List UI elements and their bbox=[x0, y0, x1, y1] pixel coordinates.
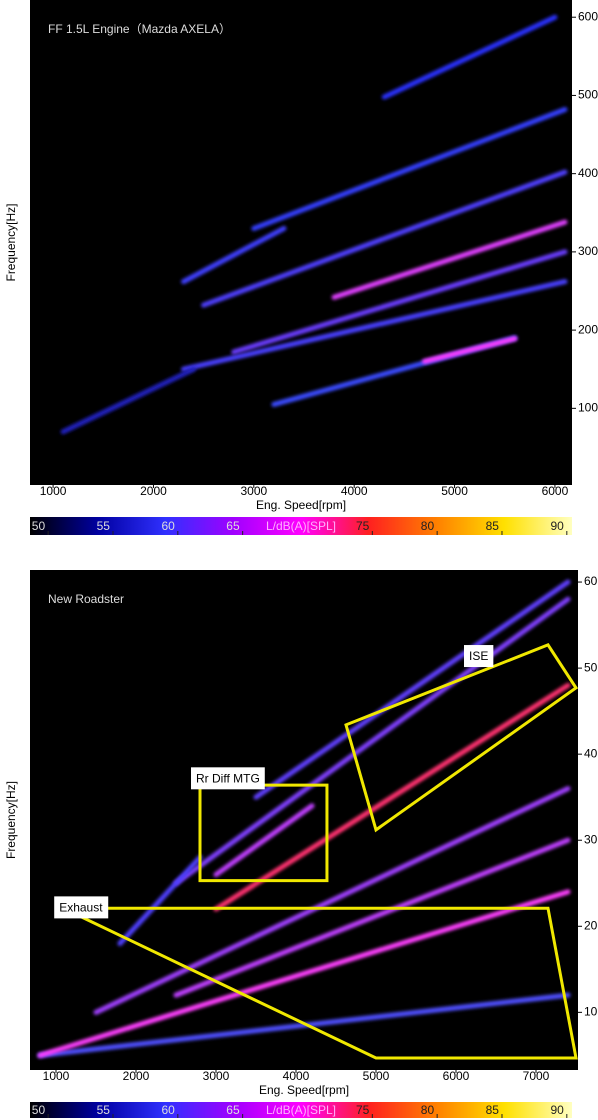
colorbar-tick-label: 65 bbox=[226, 519, 240, 533]
y-tick-label: 40 bbox=[584, 746, 598, 760]
order-line bbox=[181, 225, 287, 285]
plot-area bbox=[37, 579, 571, 1058]
colorbar-tick-label: 85 bbox=[486, 1103, 500, 1117]
y-axis-label: Frequency[Hz] bbox=[4, 203, 18, 281]
order-line bbox=[93, 786, 571, 1015]
order-line bbox=[213, 682, 571, 912]
y-tick-label: 30 bbox=[584, 832, 598, 846]
order-line bbox=[421, 336, 518, 364]
annotation-label-bg bbox=[191, 767, 265, 790]
y-tick-label: 300 bbox=[578, 244, 598, 258]
x-tick-label: 2000 bbox=[123, 1069, 150, 1083]
y-tick-label: 600 bbox=[578, 9, 598, 23]
order-line bbox=[381, 14, 558, 100]
order-line bbox=[173, 837, 571, 998]
colorbar-tick-label: 60 bbox=[161, 519, 175, 533]
annotation-label: ISE bbox=[469, 649, 488, 663]
order-line bbox=[213, 803, 315, 878]
order-line bbox=[37, 992, 571, 1058]
annotation-label-bg bbox=[464, 645, 494, 668]
x-tick-label: 6000 bbox=[542, 484, 569, 498]
order-line bbox=[201, 169, 568, 308]
y-tick-label: 200 bbox=[578, 322, 598, 336]
y-tick-label: 400 bbox=[578, 166, 598, 180]
colorbar-tick-label: 50 bbox=[32, 1103, 46, 1117]
colorbar-tick-label: 60 bbox=[161, 1103, 175, 1117]
x-tick-label: 6000 bbox=[443, 1069, 470, 1083]
chart-title: FF 1.5L Engine（Mazda AXELA） bbox=[48, 22, 231, 36]
colorbar bbox=[30, 517, 572, 535]
colorbar-label: L/dB(A)[SPL] bbox=[266, 519, 336, 533]
y-tick-label: 20 bbox=[584, 918, 598, 932]
colorbar-tick-label: 80 bbox=[421, 1103, 435, 1117]
annotation-box bbox=[344, 643, 579, 833]
y-tick-label: 60 bbox=[584, 574, 598, 588]
x-tick-label: 5000 bbox=[363, 1069, 390, 1083]
order-line bbox=[231, 249, 568, 355]
y-axis-label: Frequency[Hz] bbox=[4, 781, 18, 859]
x-tick-label: 1000 bbox=[40, 484, 67, 498]
x-tick-label: 3000 bbox=[203, 1069, 230, 1083]
order-line bbox=[60, 366, 197, 435]
order-line bbox=[181, 279, 568, 372]
colorbar-tick-label: 55 bbox=[97, 1103, 111, 1117]
y-tick-label: 50 bbox=[584, 660, 598, 674]
x-axis-label: Eng. Speed[rpm] bbox=[259, 1083, 349, 1097]
x-tick-label: 2000 bbox=[140, 484, 167, 498]
y-tick-label: 10 bbox=[584, 1005, 598, 1019]
plot-background bbox=[30, 570, 578, 1070]
plot-area bbox=[60, 14, 568, 435]
y-tick-label: 500 bbox=[578, 88, 598, 102]
x-tick-label: 4000 bbox=[283, 1069, 310, 1083]
order-line bbox=[253, 579, 571, 800]
order-line bbox=[251, 107, 568, 231]
colorbar-tick-label: 90 bbox=[550, 1103, 564, 1117]
order-line bbox=[331, 219, 568, 300]
y-tick-label: 100 bbox=[578, 401, 598, 415]
annotation-box bbox=[62, 906, 578, 1060]
colorbar bbox=[30, 1102, 572, 1118]
colorbar-tick-label: 75 bbox=[356, 1103, 370, 1117]
colorbar-tick-label: 80 bbox=[421, 519, 435, 533]
colorbar-tick-label: 65 bbox=[226, 1103, 240, 1117]
x-tick-label: 5000 bbox=[441, 484, 468, 498]
x-axis-label: Eng. Speed[rpm] bbox=[256, 498, 346, 512]
annotation-label-bg bbox=[54, 896, 109, 919]
order-line bbox=[117, 854, 203, 946]
colorbar-tick-label: 90 bbox=[550, 519, 564, 533]
colorbar-tick-label: 75 bbox=[356, 519, 370, 533]
plot-background bbox=[30, 0, 572, 485]
x-tick-label: 7000 bbox=[523, 1069, 550, 1083]
order-line bbox=[37, 889, 571, 1058]
chart-title: New Roadster bbox=[48, 592, 124, 606]
annotation-box bbox=[198, 783, 329, 883]
colorbar-tick-label: 50 bbox=[32, 519, 46, 533]
x-tick-label: 4000 bbox=[341, 484, 368, 498]
colorbar-tick-label: 55 bbox=[97, 519, 111, 533]
annotation-label: Rr Diff MTG bbox=[196, 771, 260, 785]
colorbar-label: L/dB(A)[SPL] bbox=[266, 1103, 336, 1117]
order-line bbox=[173, 596, 571, 886]
colorbar-tick-label: 85 bbox=[486, 519, 500, 533]
annotation-label: Exhaust bbox=[59, 900, 103, 914]
x-tick-label: 3000 bbox=[240, 484, 267, 498]
x-tick-label: 1000 bbox=[43, 1069, 70, 1083]
